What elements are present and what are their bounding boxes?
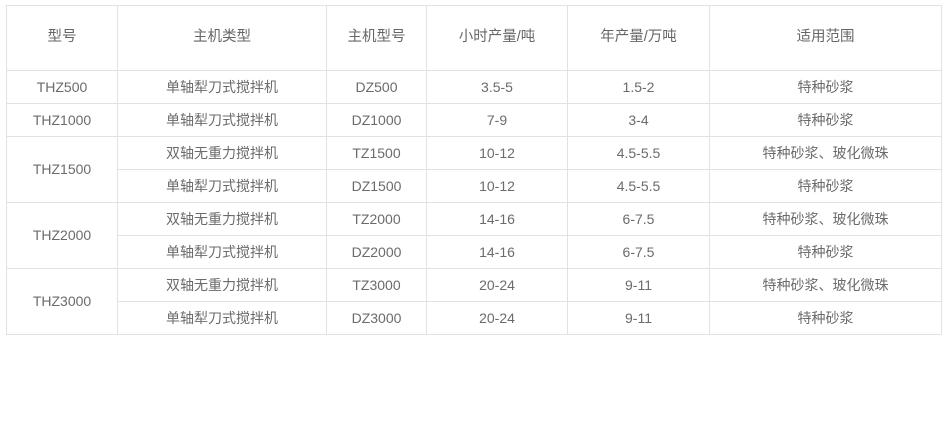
cell-host-model: DZ2000 bbox=[326, 235, 427, 269]
table-header: 型号 主机类型 主机型号 小时产量/吨 年产量/万吨 适用范围 bbox=[6, 5, 942, 71]
table-row: THZ3000 双轴无重力搅拌机 TZ3000 20-24 9-11 特种砂浆、玻化微珠 bbox=[6, 268, 942, 335]
cell-hourly-output: 14-16 bbox=[426, 235, 568, 269]
cell-host-type: 双轴无重力搅拌机 bbox=[117, 268, 327, 302]
column-header-application: 适用范围 bbox=[709, 5, 942, 71]
cell-host-type: 单轴犁刀式搅拌机 bbox=[117, 70, 327, 104]
table-body: THZ500 单轴犁刀式搅拌机 DZ500 3.5-5 1.5-2 特种砂浆 THZ1000… bbox=[6, 70, 942, 335]
cell-host-model: DZ500 bbox=[326, 70, 427, 104]
cell-model: THZ1500 bbox=[6, 136, 118, 203]
cell-hourly-output: 10-12 bbox=[426, 136, 568, 170]
cell-annual-output: 3-4 bbox=[567, 103, 710, 137]
cell-model: THZ3000 bbox=[6, 268, 118, 335]
cell-application: 特种砂浆、玻化微珠 bbox=[709, 202, 942, 236]
column-header-host-type: 主机类型 bbox=[117, 5, 327, 71]
cell-model: THZ500 bbox=[6, 70, 118, 104]
table-row: THZ1500 双轴无重力搅拌机 TZ1500 10-12 4.5-5.5 特种砂浆、玻化… bbox=[6, 136, 942, 203]
column-header-model: 型号 bbox=[6, 5, 118, 71]
table-row: 单轴犁刀式搅拌机 DZ2000 14-16 6-7.5 特种砂浆 bbox=[7, 235, 942, 269]
column-header-host-model: 主机型号 bbox=[326, 5, 427, 71]
cell-host-model: DZ1500 bbox=[326, 169, 427, 203]
cell-hourly-output: 7-9 bbox=[426, 103, 568, 137]
cell-annual-output: 6-7.5 bbox=[567, 235, 710, 269]
mixer-specification-table: 型号 主机类型 主机型号 小时产量/吨 年产量/万吨 适用范围 THZ500 单轴… bbox=[6, 5, 942, 335]
table-row: 单轴犁刀式搅拌机 DZ1500 10-12 4.5-5.5 特种砂浆 bbox=[7, 169, 942, 203]
cell-host-type: 单轴犁刀式搅拌机 bbox=[117, 235, 327, 269]
cell-annual-output: 4.5-5.5 bbox=[567, 169, 710, 203]
cell-host-type: 单轴犁刀式搅拌机 bbox=[117, 103, 327, 137]
cell-hourly-output: 10-12 bbox=[426, 169, 568, 203]
cell-annual-output: 9-11 bbox=[567, 301, 710, 335]
cell-annual-output: 9-11 bbox=[567, 268, 710, 302]
cell-hourly-output: 20-24 bbox=[426, 268, 568, 302]
table-row: THZ500 单轴犁刀式搅拌机 DZ500 3.5-5 1.5-2 特种砂浆 bbox=[6, 70, 942, 104]
cell-host-model: DZ1000 bbox=[326, 103, 427, 137]
table-row: 单轴犁刀式搅拌机 DZ3000 20-24 9-11 特种砂浆 bbox=[7, 301, 942, 335]
cell-application: 特种砂浆 bbox=[709, 103, 942, 137]
cell-application: 特种砂浆、玻化微珠 bbox=[709, 268, 942, 302]
cell-host-type: 双轴无重力搅拌机 bbox=[117, 136, 327, 170]
cell-host-type: 单轴犁刀式搅拌机 bbox=[117, 169, 327, 203]
cell-application: 特种砂浆 bbox=[709, 169, 942, 203]
cell-application: 特种砂浆 bbox=[709, 235, 942, 269]
column-header-hourly-output: 小时产量/吨 bbox=[426, 5, 568, 71]
cell-hourly-output: 20-24 bbox=[426, 301, 568, 335]
cell-model: THZ1000 bbox=[6, 103, 118, 137]
cell-application: 特种砂浆、玻化微珠 bbox=[709, 136, 942, 170]
cell-host-model: TZ1500 bbox=[326, 136, 427, 170]
cell-model: THZ2000 bbox=[6, 202, 118, 269]
cell-application: 特种砂浆 bbox=[709, 301, 942, 335]
cell-hourly-output: 14-16 bbox=[426, 202, 568, 236]
cell-host-model: DZ3000 bbox=[326, 301, 427, 335]
cell-hourly-output: 3.5-5 bbox=[426, 70, 568, 104]
table-row: THZ2000 双轴无重力搅拌机 TZ2000 14-16 6-7.5 特种砂浆、玻化微珠 bbox=[6, 202, 942, 269]
cell-host-model: TZ2000 bbox=[326, 202, 427, 236]
cell-host-model: TZ3000 bbox=[326, 268, 427, 302]
column-header-annual-output: 年产量/万吨 bbox=[567, 5, 710, 71]
cell-annual-output: 4.5-5.5 bbox=[567, 136, 710, 170]
cell-annual-output: 6-7.5 bbox=[567, 202, 710, 236]
cell-annual-output: 1.5-2 bbox=[567, 70, 710, 104]
table-row: THZ1000 单轴犁刀式搅拌机 DZ1000 7-9 3-4 特种砂浆 bbox=[6, 103, 942, 137]
cell-application: 特种砂浆 bbox=[709, 70, 942, 104]
cell-host-type: 双轴无重力搅拌机 bbox=[117, 202, 327, 236]
cell-host-type: 单轴犁刀式搅拌机 bbox=[117, 301, 327, 335]
table-header-row: 型号 主机类型 主机型号 小时产量/吨 年产量/万吨 适用范围 bbox=[6, 5, 942, 71]
